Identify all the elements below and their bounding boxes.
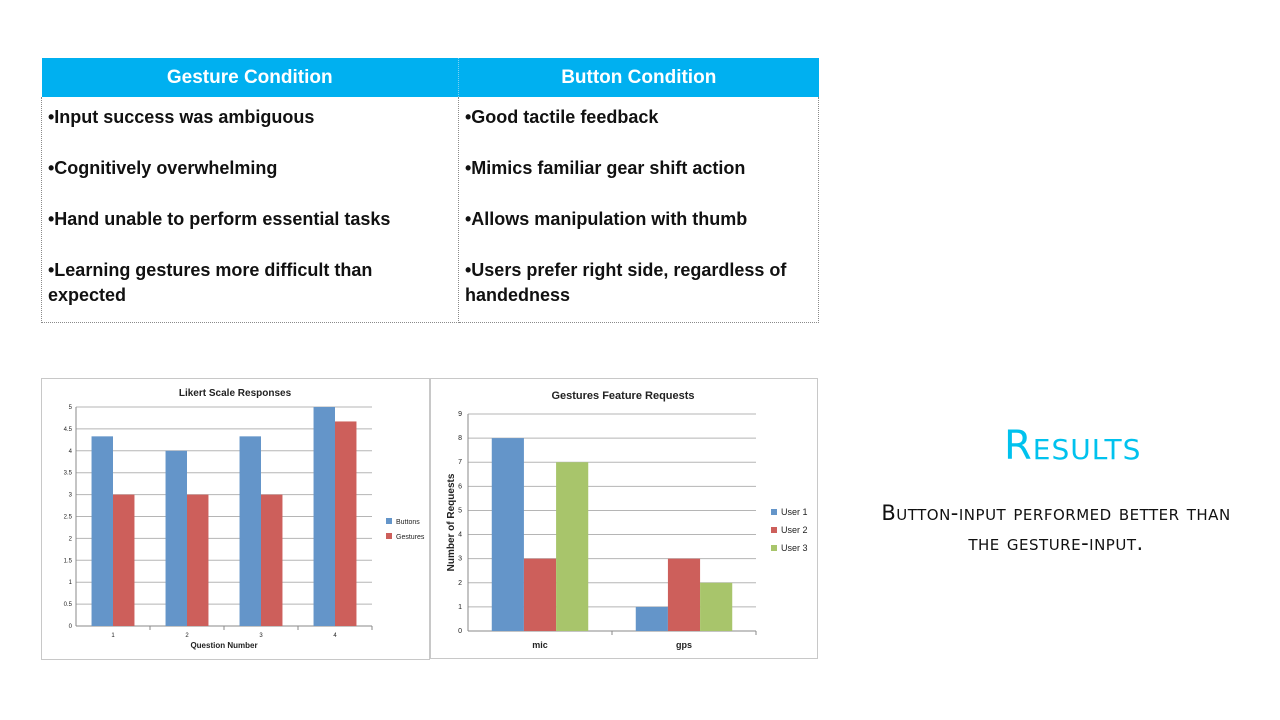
y-tick-label: 5 <box>69 405 73 411</box>
legend-label: Gestures <box>396 534 425 541</box>
x-axis-label: Question Number <box>190 641 257 650</box>
y-tick-label: 7 <box>458 459 462 466</box>
bar-gestures-2 <box>187 494 209 626</box>
bar-user-1-mic <box>491 438 524 631</box>
y-tick-label: 2.5 <box>64 515 73 521</box>
gesture-item: •Input success was ambiguous <box>48 107 315 127</box>
legend-swatch <box>771 545 777 551</box>
gesture-item: •Hand unable to perform essential tasks <box>48 209 391 229</box>
legend-swatch <box>771 527 777 533</box>
y-tick-label: 4 <box>69 449 73 455</box>
y-tick-label: 1 <box>69 580 73 586</box>
legend-swatch <box>386 518 392 524</box>
y-tick-label: 0.5 <box>64 602 73 608</box>
gesture-item: •Cognitively overwhelming <box>48 158 278 178</box>
legend-label: User 1 <box>781 507 808 517</box>
likert-chart: Likert Scale Responses 0 0.5 1 1.5 2 2.5 3 3.5 4 4… <box>41 378 430 660</box>
x-tick-label: mic <box>532 640 548 650</box>
y-tick-label: 2 <box>458 580 462 587</box>
gesture-item: •Learning gestures more difficult than e… <box>48 260 373 305</box>
feature-requests-chart: Gestures Feature Requests 0 1 2 3 4 5 6 7 8 9 mic gp… <box>430 378 818 659</box>
y-tick-label: 8 <box>458 435 462 442</box>
y-tick-label: 9 <box>458 411 462 418</box>
y-tick-label: 3 <box>69 493 73 499</box>
x-tick-label: 1 <box>111 633 115 639</box>
button-item: •Allows manipulation with thumb <box>465 209 748 229</box>
conditions-table: Gesture Condition Button Condition •Inpu… <box>41 58 819 323</box>
button-item: •Mimics familiar gear shift action <box>465 158 746 178</box>
x-tick-label: gps <box>676 640 692 650</box>
y-tick-label: 4 <box>458 532 462 539</box>
y-tick-label: 0 <box>69 624 73 630</box>
x-tick-label: 2 <box>185 633 189 639</box>
chart-title: Likert Scale Responses <box>179 388 292 399</box>
y-tick-label: 3.5 <box>64 471 73 477</box>
y-axis-label: Number of Requests <box>446 473 457 571</box>
y-tick-label: 5 <box>458 507 462 514</box>
gesture-condition-cell: •Input success was ambiguous •Cognitivel… <box>41 97 459 323</box>
y-tick-label: 1 <box>458 604 462 611</box>
results-summary: Button-input performed better than the g… <box>881 501 1231 555</box>
bar-user-2-mic <box>523 558 557 631</box>
y-tick-label: 6 <box>458 483 462 490</box>
bar-user-3-mic <box>556 462 589 631</box>
x-tick-label: 4 <box>333 633 337 639</box>
bar-gestures-3 <box>261 494 283 626</box>
x-tick-label: 3 <box>259 633 263 639</box>
feature-requests-chart-svg: Gestures Feature Requests 0 1 2 3 4 5 6 7 8 9 mic gp… <box>446 390 808 650</box>
button-item: •Users prefer right side, regardless of … <box>465 260 787 305</box>
bar-user-1-gps <box>635 606 668 631</box>
y-tick-label: 4.5 <box>64 427 73 433</box>
legend-label: User 3 <box>781 543 808 553</box>
likert-chart-svg: Likert Scale Responses 0 0.5 1 1.5 2 2.5 3 3.5 4 4… <box>64 388 425 650</box>
legend-label: User 2 <box>781 525 808 535</box>
bar-buttons-1 <box>91 436 113 626</box>
y-tick-label: 0 <box>458 628 462 635</box>
button-condition-cell: •Good tactile feedback •Mimics familiar … <box>458 97 819 323</box>
results-title: Results <box>1004 423 1142 469</box>
bar-buttons-2 <box>165 450 187 626</box>
button-condition-header: Button Condition <box>458 58 819 97</box>
bar-buttons-3 <box>239 436 261 626</box>
legend-swatch <box>386 533 392 539</box>
bar-user-2-gps <box>667 558 701 631</box>
y-tick-label: 2 <box>69 536 73 542</box>
y-tick-label: 3 <box>458 556 462 563</box>
button-item: •Good tactile feedback <box>465 107 659 127</box>
legend-swatch <box>771 509 777 515</box>
bar-buttons-4 <box>313 407 335 626</box>
gesture-condition-header: Gesture Condition <box>41 58 459 97</box>
bar-gestures-1 <box>113 494 135 626</box>
legend-label: Buttons <box>396 519 420 526</box>
bar-gestures-4 <box>335 421 357 626</box>
y-tick-label: 1.5 <box>64 558 73 564</box>
chart-title: Gestures Feature Requests <box>551 390 694 402</box>
bar-user-3-gps <box>700 582 733 631</box>
